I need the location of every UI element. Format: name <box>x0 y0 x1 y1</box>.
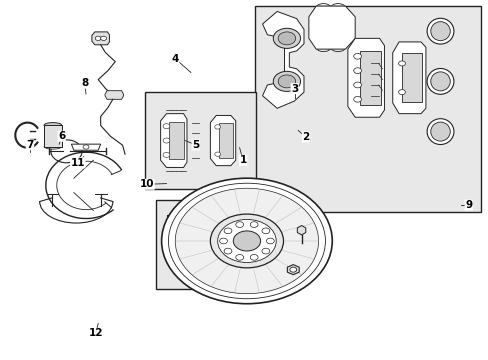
Circle shape <box>353 53 361 59</box>
Polygon shape <box>219 123 232 158</box>
Circle shape <box>235 255 243 260</box>
Circle shape <box>163 152 169 157</box>
Polygon shape <box>297 226 305 235</box>
Polygon shape <box>359 51 380 105</box>
Circle shape <box>250 255 258 260</box>
Circle shape <box>233 231 260 251</box>
Polygon shape <box>160 114 186 167</box>
Circle shape <box>163 138 169 143</box>
Polygon shape <box>392 42 425 114</box>
Ellipse shape <box>426 18 453 44</box>
Circle shape <box>273 71 300 91</box>
Circle shape <box>168 224 236 274</box>
Text: 2: 2 <box>302 132 309 142</box>
Text: 1: 1 <box>239 155 246 165</box>
Text: 10: 10 <box>140 179 154 189</box>
Bar <box>156 200 241 289</box>
Polygon shape <box>402 53 422 102</box>
Circle shape <box>210 214 283 268</box>
Text: 12: 12 <box>88 328 103 338</box>
Circle shape <box>210 257 217 262</box>
Text: 7: 7 <box>26 140 34 150</box>
Polygon shape <box>308 6 354 49</box>
Circle shape <box>199 233 205 238</box>
Circle shape <box>83 145 89 149</box>
Polygon shape <box>71 144 101 150</box>
Circle shape <box>95 36 101 41</box>
Circle shape <box>353 82 361 88</box>
Circle shape <box>214 125 220 129</box>
Circle shape <box>101 36 106 41</box>
Circle shape <box>163 124 169 129</box>
Circle shape <box>224 248 231 254</box>
Circle shape <box>214 152 220 156</box>
Ellipse shape <box>430 122 449 141</box>
Polygon shape <box>168 122 183 159</box>
Ellipse shape <box>44 144 61 149</box>
Polygon shape <box>210 116 235 166</box>
Bar <box>144 92 255 189</box>
Text: 11: 11 <box>70 158 85 168</box>
Text: 8: 8 <box>81 78 88 88</box>
Polygon shape <box>287 265 299 275</box>
Circle shape <box>278 75 295 88</box>
Bar <box>255 6 480 212</box>
Circle shape <box>219 238 227 244</box>
Circle shape <box>175 188 318 294</box>
Circle shape <box>278 32 295 45</box>
Circle shape <box>224 228 231 234</box>
Circle shape <box>266 238 274 244</box>
Text: 4: 4 <box>171 54 179 64</box>
Circle shape <box>181 242 188 247</box>
Circle shape <box>176 229 229 269</box>
Ellipse shape <box>426 119 453 144</box>
Circle shape <box>262 228 269 234</box>
Polygon shape <box>262 12 304 108</box>
Polygon shape <box>347 39 384 117</box>
Circle shape <box>192 241 213 257</box>
Text: 3: 3 <box>290 84 298 94</box>
Ellipse shape <box>426 68 453 94</box>
Text: 5: 5 <box>192 140 199 150</box>
Circle shape <box>262 248 269 254</box>
Circle shape <box>353 96 361 102</box>
Circle shape <box>217 242 224 247</box>
Ellipse shape <box>430 22 449 41</box>
Polygon shape <box>44 125 61 147</box>
Circle shape <box>289 267 296 272</box>
Circle shape <box>217 220 276 262</box>
Circle shape <box>235 222 243 228</box>
Ellipse shape <box>430 72 449 91</box>
Circle shape <box>398 90 405 95</box>
Polygon shape <box>105 91 123 99</box>
Text: 6: 6 <box>58 131 65 141</box>
Circle shape <box>353 68 361 73</box>
Circle shape <box>188 257 195 262</box>
Circle shape <box>250 222 258 228</box>
Text: 9: 9 <box>464 200 471 210</box>
Ellipse shape <box>44 123 61 128</box>
Circle shape <box>398 61 405 66</box>
Circle shape <box>273 28 300 48</box>
Circle shape <box>161 178 331 304</box>
Polygon shape <box>92 32 109 45</box>
